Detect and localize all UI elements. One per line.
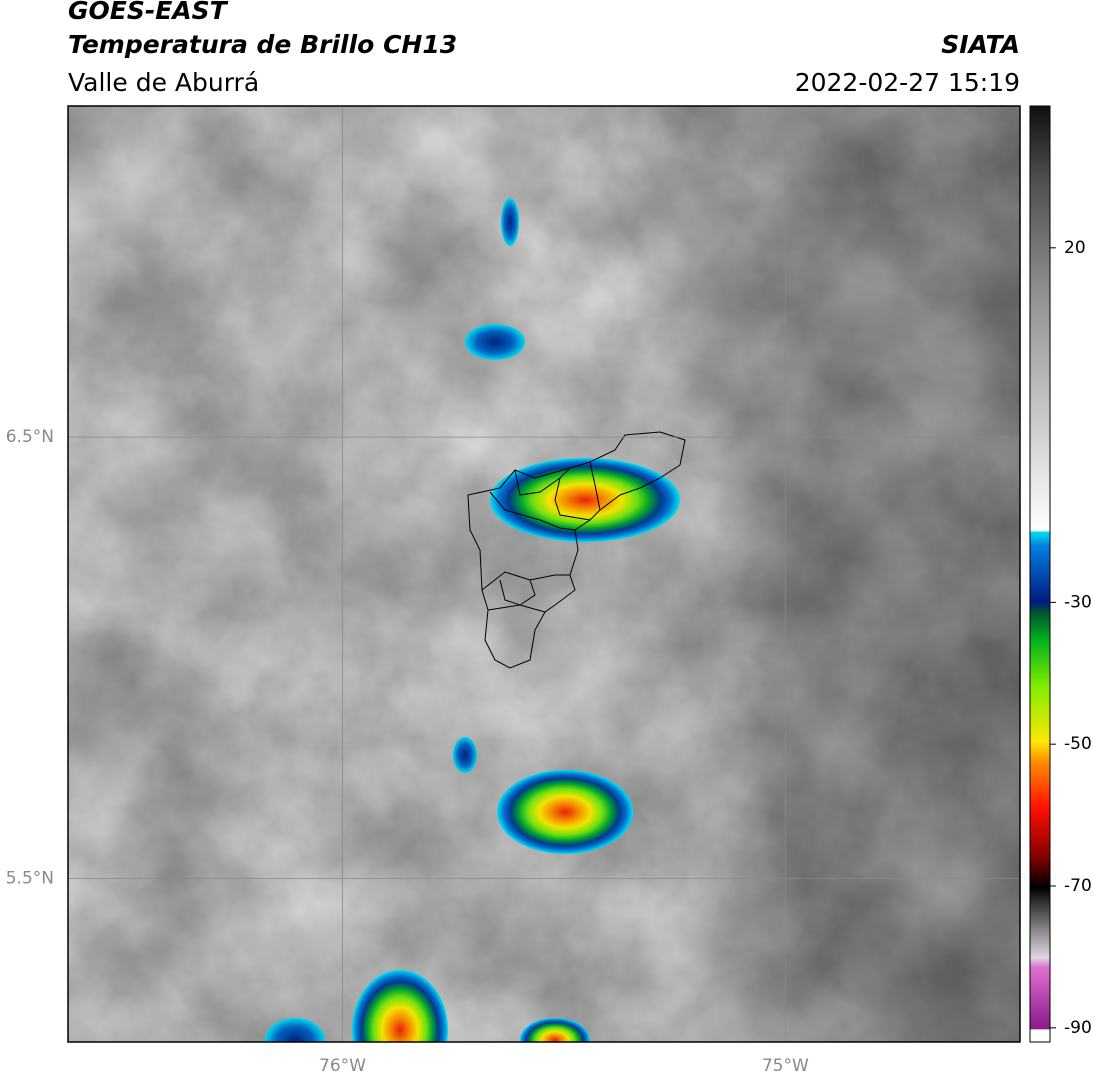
x-tick-label: 75°W bbox=[762, 1056, 809, 1076]
storm-cells bbox=[265, 198, 680, 1042]
storm-cell bbox=[501, 198, 519, 246]
map-frame bbox=[67, 105, 1021, 1043]
boundary bbox=[589, 461, 601, 511]
storm-cell bbox=[497, 770, 633, 854]
map bbox=[68, 106, 1020, 1042]
storm-cell bbox=[490, 458, 680, 542]
graticule bbox=[68, 106, 1020, 1042]
y-tick-label: 5.5°N bbox=[6, 869, 54, 889]
boundary bbox=[487, 604, 546, 613]
storm-cell bbox=[520, 1018, 590, 1042]
storm-cell bbox=[265, 1018, 325, 1042]
product-title: Temperatura de Brillo CH13 bbox=[68, 30, 457, 59]
colorbar-tick-label: -90 bbox=[1064, 1018, 1092, 1038]
boundary bbox=[514, 467, 571, 496]
map-axes: 76°W 75°W 6.5°N 5.5°N bbox=[6, 427, 809, 1076]
municipal-boundaries bbox=[467, 431, 686, 669]
colorbar bbox=[1029, 105, 1051, 1043]
colorbar-tick-label: -70 bbox=[1064, 876, 1092, 896]
storm-cell bbox=[453, 737, 477, 773]
satellite-title: GOES-EAST bbox=[68, 0, 229, 25]
storm-cell bbox=[352, 970, 448, 1042]
boundary bbox=[554, 477, 591, 521]
shading bbox=[68, 106, 1020, 1042]
x-tick-label: 76°W bbox=[319, 1056, 366, 1076]
colorbar-tick-label: -50 bbox=[1064, 734, 1092, 754]
region-label: Valle de Aburrá bbox=[68, 68, 259, 97]
datetime: 2022-02-27 15:19 bbox=[795, 68, 1020, 97]
boundary bbox=[489, 491, 576, 531]
colorbar-ticks: 20 -30 -50 -70 -90 bbox=[1050, 238, 1092, 1038]
y-tick-label: 6.5°N bbox=[6, 427, 54, 447]
storm-cell bbox=[465, 324, 525, 360]
boundary bbox=[467, 431, 686, 669]
organization: SIATA bbox=[941, 30, 1020, 59]
colorbar-tick-label: -30 bbox=[1064, 592, 1092, 612]
colorbar-tick-label: 20 bbox=[1064, 238, 1086, 258]
